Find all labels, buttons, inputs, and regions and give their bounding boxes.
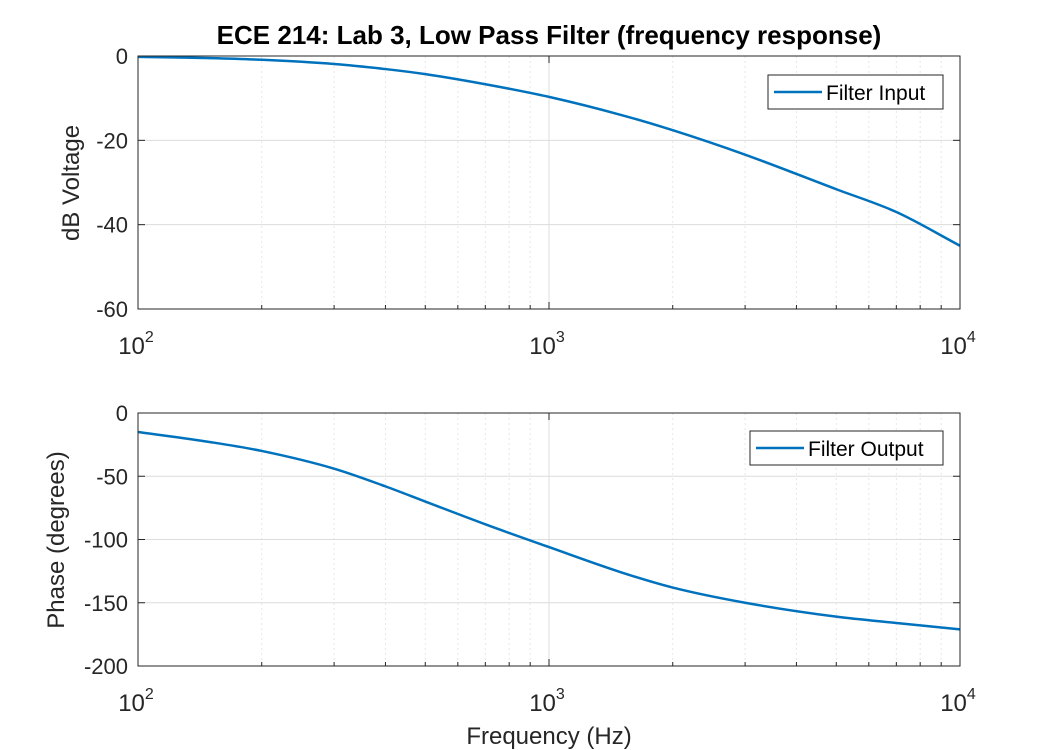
magnitude-x-tick-label: 102 xyxy=(118,329,154,360)
magnitude-y-tick-label: -40 xyxy=(96,213,128,238)
phase-x-tick-label: 104 xyxy=(940,686,976,717)
phase-panel: 0 -50 -100 -150 -200 102 103 104 Phase (degree… xyxy=(43,401,976,750)
phase-x-axis-label: Frequency (Hz) xyxy=(466,723,631,750)
magnitude-y-tick-labels: 0 -20 -40 -60 xyxy=(96,44,128,322)
magnitude-y-tick-label: -20 xyxy=(96,128,128,153)
phase-y-tick-label: -100 xyxy=(84,528,128,553)
magnitude-y-tick-label: -60 xyxy=(96,297,128,322)
magnitude-legend-label: Filter Input xyxy=(826,82,925,105)
magnitude-y-tick-label: 0 xyxy=(116,44,128,69)
phase-y-tick-label: -200 xyxy=(84,654,128,679)
phase-y-tick-labels: 0 -50 -100 -150 -200 xyxy=(84,401,128,679)
phase-legend-label: Filter Output xyxy=(808,438,924,461)
phase-series xyxy=(137,430,961,631)
phase-grid xyxy=(138,413,960,666)
magnitude-x-tick-label: 103 xyxy=(529,329,565,360)
magnitude-x-tick-labels: 102 103 104 xyxy=(118,329,976,360)
phase-x-tick-label: 103 xyxy=(529,686,565,717)
phase-y-tick-label: -150 xyxy=(84,591,128,616)
magnitude-legend: Filter Input xyxy=(767,74,944,110)
phase-y-tick-label: -50 xyxy=(96,464,128,489)
magnitude-x-tick-label: 104 xyxy=(940,329,976,360)
magnitude-grid xyxy=(138,56,960,309)
phase-ticks xyxy=(137,412,961,667)
magnitude-series xyxy=(137,55,961,247)
phase-legend: Filter Output xyxy=(749,430,944,466)
phase-y-tick-label: 0 xyxy=(116,401,128,426)
phase-x-tick-labels: 102 103 104 xyxy=(118,686,976,717)
phase-x-tick-label: 102 xyxy=(118,686,154,717)
phase-series-line-0 xyxy=(137,430,961,631)
magnitude-panel: 0 -20 -40 -60 102 103 104 dB Voltage Filter I… xyxy=(58,44,976,360)
magnitude-y-axis-label: dB Voltage xyxy=(58,125,85,241)
figure-title: ECE 214: Lab 3, Low Pass Filter (frequen… xyxy=(217,20,882,50)
magnitude-ticks xyxy=(137,55,961,310)
phase-y-axis-label: Phase (degrees) xyxy=(43,451,70,628)
magnitude-series-line-0 xyxy=(137,55,961,247)
